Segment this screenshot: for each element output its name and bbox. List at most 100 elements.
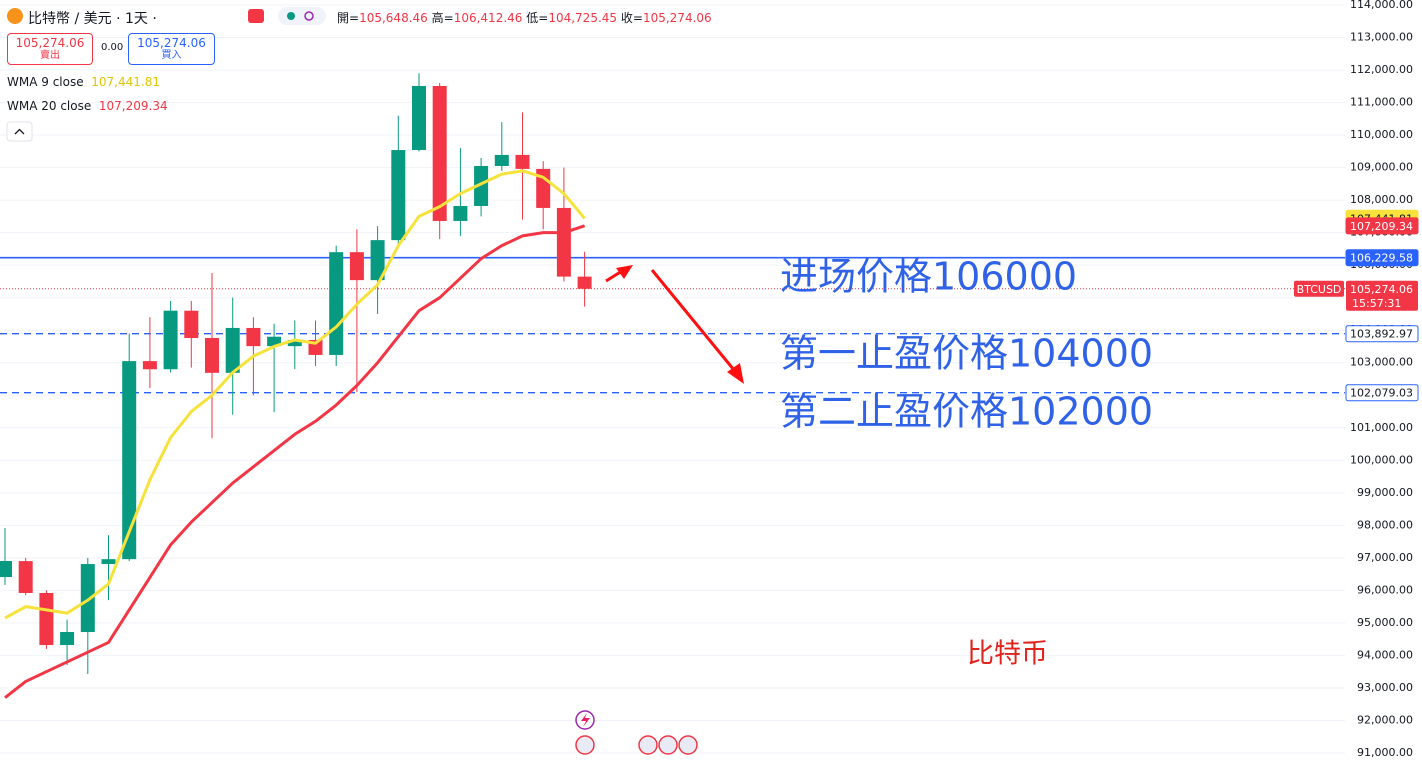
countdown: 15:57:31 <box>1352 297 1401 310</box>
buy-price: 105,274.06 <box>137 36 206 50</box>
coin-icon <box>7 8 23 24</box>
y-tick-label: 96,000.00 <box>1357 583 1413 596</box>
collapse-icon <box>14 128 25 135</box>
legend-value: 107,209.34 <box>98 99 168 113</box>
legend-item: WMA 20 close 107,209.34 <box>7 99 168 113</box>
event-icons <box>575 710 698 755</box>
indicator-pill[interactable] <box>278 7 326 25</box>
ohlc: 開=105,648.46 高=106,412.46 低=104,725.45 收… <box>337 11 712 25</box>
price-tag-label: 106,229.58 <box>1350 252 1413 265</box>
candle-body <box>556 207 571 277</box>
price-tag-label: 107,209.34 <box>1350 220 1413 233</box>
price-tag-label: 102,079.03 <box>1350 387 1413 400</box>
y-tick-label: 92,000.00 <box>1357 713 1413 726</box>
y-tick-label: 109,000.00 <box>1350 161 1413 174</box>
ohlc-label: 收 <box>620 11 633 25</box>
wma-line <box>4 169 586 620</box>
ohlc-value: 105,648.46 <box>359 11 428 25</box>
flag-icon[interactable] <box>248 9 264 23</box>
y-tick-label: 95,000.00 <box>1357 616 1413 629</box>
price-tag <box>1346 280 1418 311</box>
candle-body <box>163 310 178 370</box>
event-icon-glyph <box>581 713 590 727</box>
y-tick-label: 98,000.00 <box>1357 518 1413 531</box>
y-tick-label: 91,000.00 <box>1357 746 1413 759</box>
price-tag <box>1345 325 1419 343</box>
candle-body <box>225 327 240 373</box>
ohlc-value: 106,412.46 <box>453 11 523 25</box>
y-tick-label: 110,000.00 <box>1350 128 1413 141</box>
candle-body <box>370 240 385 281</box>
candle-body <box>494 154 509 166</box>
arrow-head <box>616 265 633 279</box>
candle-body <box>80 564 95 633</box>
candle-body <box>412 85 426 151</box>
y-tick-label: 112,000.00 <box>1350 63 1413 76</box>
ohlc-value: 104,725.45 <box>548 11 618 25</box>
y-tick-label: 94,000.00 <box>1357 648 1413 661</box>
candle-body <box>329 252 344 355</box>
candle-body <box>287 339 302 347</box>
y-tick-label: 97,000.00 <box>1357 551 1413 564</box>
candle-body <box>246 327 261 347</box>
price-tag <box>1345 249 1419 267</box>
y-tick-label: 103,000.00 <box>1350 356 1413 369</box>
y-tick-label: 93,000.00 <box>1357 681 1413 694</box>
collapse-button[interactable] <box>6 121 33 142</box>
ohlc-label: 高 <box>431 11 444 25</box>
arrow <box>650 269 736 371</box>
price-tag <box>1345 384 1419 402</box>
price-tag-label: 105,274.06 <box>1350 283 1413 296</box>
sell-button[interactable]: 105,274.06 賣出 <box>7 33 93 65</box>
y-tick-label: 100,000.00 <box>1350 453 1413 466</box>
annotation: 第二止盈价格102000 <box>780 390 1153 434</box>
candle-body <box>267 336 282 347</box>
sell-price: 105,274.06 <box>15 36 85 50</box>
price-tag <box>1345 217 1419 235</box>
candle-body <box>391 150 406 241</box>
candle-body <box>205 338 219 373</box>
event-icon[interactable] <box>575 735 595 755</box>
event-icon[interactable] <box>678 735 698 755</box>
ohlc-label: 低 <box>526 11 539 25</box>
arrows <box>605 265 744 384</box>
symbol-tag <box>1294 280 1344 297</box>
candle-body <box>0 561 12 578</box>
annotation: 第一止盈价格104000 <box>780 332 1153 376</box>
annotation: 进场价格106000 <box>780 255 1077 299</box>
buy-button[interactable]: 105,274.06 買入 <box>128 33 215 65</box>
symbol-tag-label: BTCUSD <box>1297 283 1342 296</box>
y-tick-label: 101,000.00 <box>1350 421 1413 434</box>
arrow-head <box>727 363 744 384</box>
wma-line <box>4 224 586 699</box>
ohlc-label: 開 <box>337 11 350 25</box>
candle-body <box>142 361 157 370</box>
spread: 0.00 <box>101 42 124 53</box>
event-icon[interactable] <box>658 735 678 755</box>
share-icon <box>304 11 314 21</box>
candle-body <box>122 361 137 560</box>
y-tick-label: 108,000.00 <box>1350 193 1413 206</box>
candle-body <box>474 165 489 206</box>
symbol: 比特幣 / 美元 · 1天 · <box>28 11 157 27</box>
buy-label: 買入 <box>161 50 182 61</box>
candle-body <box>349 252 364 281</box>
candle-body <box>453 205 468 221</box>
candle-body <box>101 559 116 565</box>
y-tick-label: 111,000.00 <box>1350 96 1413 109</box>
y-tick-label: 114,000.00 <box>1350 0 1413 11</box>
annotation: 比特币 <box>967 639 1048 670</box>
status-dot <box>287 12 295 20</box>
price-tag-label: 103,892.97 <box>1350 328 1413 341</box>
arrow <box>605 269 623 283</box>
event-icon[interactable] <box>638 735 658 755</box>
legend-value: 107,441.81 <box>91 75 160 89</box>
candle-body <box>39 592 54 646</box>
legend-name: WMA 20 close <box>7 99 92 113</box>
sell-label: 賣出 <box>40 50 60 61</box>
legend-item: WMA 9 close 107,441.81 <box>7 75 160 89</box>
y-tick-label: 99,000.00 <box>1357 486 1413 499</box>
candle-body <box>18 561 33 593</box>
axis-bg <box>1345 0 1422 761</box>
